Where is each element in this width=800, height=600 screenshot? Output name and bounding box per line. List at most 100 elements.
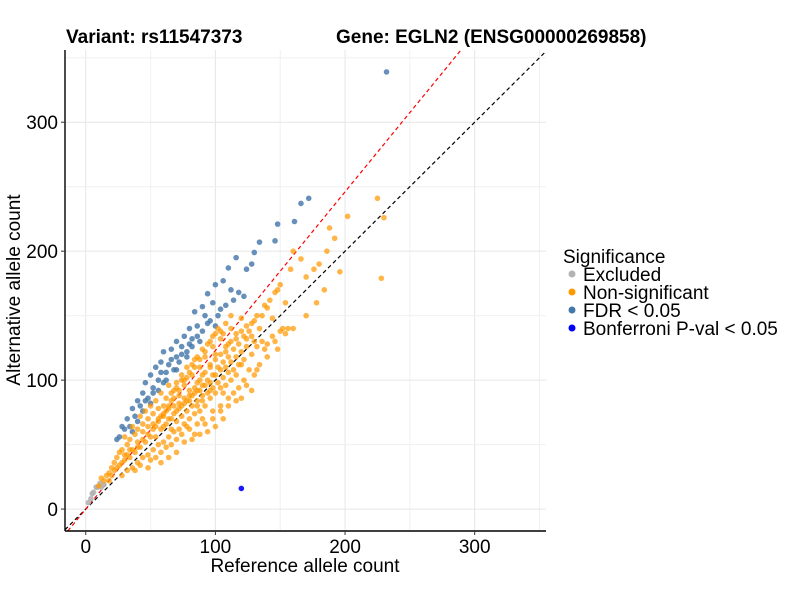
data-point-fdr	[134, 418, 141, 425]
data-point-nonsig	[189, 403, 195, 409]
data-point-nonsig	[165, 382, 172, 389]
data-point-nonsig	[274, 287, 281, 293]
data-point-nonsig	[254, 312, 260, 319]
data-point-nonsig	[160, 439, 167, 445]
data-point-nonsig	[129, 423, 136, 430]
data-point-nonsig	[331, 235, 338, 242]
data-point-fdr	[230, 297, 237, 303]
data-point-nonsig	[210, 333, 216, 340]
data-point-nonsig	[173, 418, 180, 425]
y-tick-label: 300	[26, 113, 58, 134]
data-point-fdr	[178, 351, 185, 358]
data-point-nonsig	[303, 312, 309, 319]
data-point-nonsig	[121, 434, 128, 440]
data-point-fdr	[204, 290, 211, 297]
data-point-nonsig	[152, 434, 159, 440]
data-point-nonsig	[220, 330, 226, 337]
data-point-nonsig	[178, 431, 185, 438]
data-point-fdr	[197, 338, 203, 345]
data-point-nonsig	[238, 315, 245, 322]
x-ticks: 0 100 200 300	[80, 531, 491, 558]
legend-label-fdr: FDR < 0.05	[583, 301, 681, 322]
data-point-nonsig	[215, 364, 221, 371]
data-point-nonsig	[215, 379, 221, 386]
data-point-fdr	[181, 333, 188, 340]
data-point-nonsig	[248, 351, 255, 358]
y-tick-label: 100	[26, 371, 58, 392]
data-point-fdr	[163, 369, 169, 376]
data-point-nonsig	[225, 403, 232, 409]
data-point-nonsig	[150, 410, 156, 417]
data-point-fdr	[152, 364, 159, 371]
legend-title: Significance	[563, 247, 665, 268]
data-point-nonsig	[215, 325, 221, 332]
data-point-nonsig	[228, 377, 234, 383]
data-point-nonsig	[197, 431, 203, 438]
y-ticks: 0 100 200 300	[26, 113, 65, 521]
data-point-nonsig	[256, 361, 263, 368]
data-point-fdr	[199, 303, 206, 310]
data-point-nonsig	[132, 467, 138, 474]
reference-line-fitted	[67, 49, 462, 532]
data-point-nonsig	[139, 428, 146, 435]
data-point-nonsig	[137, 462, 143, 469]
data-point-nonsig	[168, 390, 175, 396]
data-point-nonsig	[155, 441, 162, 448]
data-point-fdr	[163, 377, 169, 383]
data-point-excluded	[89, 490, 96, 497]
data-point-nonsig	[194, 421, 201, 427]
data-point-nonsig	[222, 348, 229, 355]
data-point-nonsig	[119, 459, 125, 466]
data-point-fdr	[194, 323, 201, 329]
legend-key-nonsig	[568, 288, 576, 296]
data-point-nonsig	[285, 325, 291, 332]
data-point-nonsig	[197, 408, 203, 414]
data-point-nonsig	[344, 213, 351, 220]
data-point-nonsig	[220, 374, 226, 381]
data-point-nonsig	[189, 361, 195, 368]
data-point-fdr	[150, 390, 156, 396]
data-point-nonsig	[132, 449, 138, 456]
data-point-nonsig	[108, 472, 115, 479]
data-point-nonsig	[259, 338, 265, 345]
data-point-fdr	[191, 308, 198, 315]
data-point-nonsig	[233, 336, 239, 342]
data-point-fdr	[210, 299, 216, 306]
data-point-fdr	[150, 385, 156, 391]
chart-title-gene: Gene: EGLN2 (ENSG00000269858)	[336, 27, 647, 48]
data-point-nonsig	[217, 385, 224, 391]
data-point-fdr	[173, 338, 180, 345]
data-point-nonsig	[189, 392, 195, 399]
reference-lines	[64, 49, 547, 532]
data-point-nonsig	[134, 426, 141, 432]
reference-line-identity	[64, 50, 547, 531]
data-point-excluded	[88, 495, 94, 502]
data-point-nonsig	[228, 312, 234, 319]
data-point-nonsig	[261, 302, 268, 309]
data-point-nonsig	[158, 426, 164, 432]
data-point-nonsig	[194, 354, 201, 360]
data-point-nonsig	[243, 323, 250, 329]
data-point-fdr	[178, 343, 185, 350]
data-point-bonf	[238, 485, 245, 492]
data-point-fdr	[147, 372, 154, 378]
data-point-fdr	[184, 348, 190, 355]
data-point-nonsig	[145, 416, 151, 422]
data-point-nonsig	[228, 359, 234, 365]
data-point-nonsig	[145, 452, 151, 458]
data-point-nonsig	[238, 348, 245, 355]
data-point-fdr	[134, 397, 141, 404]
data-point-nonsig	[241, 377, 247, 383]
legend-key-bonf	[568, 324, 576, 332]
data-point-nonsig	[243, 382, 250, 389]
data-point-fdr	[305, 195, 312, 202]
data-point-fdr	[139, 390, 146, 396]
data-point-nonsig	[199, 382, 206, 389]
x-axis-label: Reference allele count	[210, 556, 400, 577]
data-point-nonsig	[155, 418, 162, 425]
data-point-nonsig	[124, 441, 131, 448]
data-point-nonsig	[230, 390, 237, 396]
data-point-fdr	[124, 416, 131, 422]
data-point-fdr	[220, 278, 226, 284]
